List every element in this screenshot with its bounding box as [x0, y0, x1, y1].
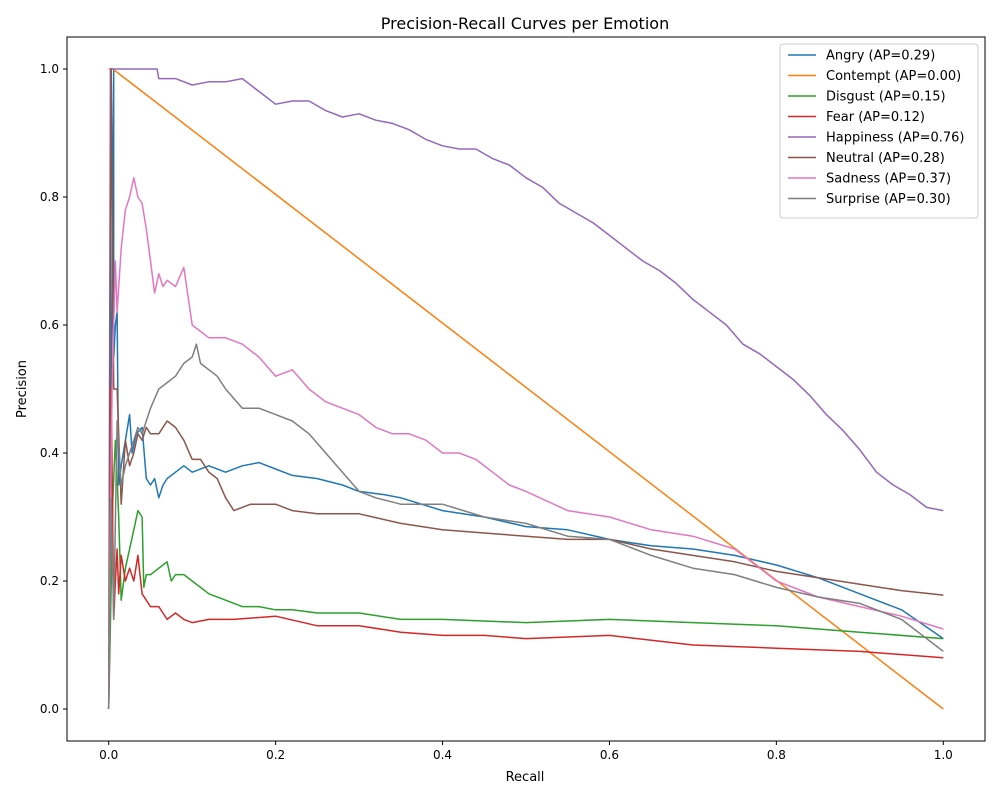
y-tick-label: 0.8: [40, 190, 59, 204]
x-axis-ticks: 0.0 0.2 0.4 0.6 0.8 1.0: [99, 741, 953, 762]
x-tick-label: 0.6: [600, 748, 619, 762]
plot-frame: [66, 36, 986, 742]
legend-entry: Neutral (AP=0.28): [826, 151, 945, 166]
plot-area: [107, 68, 944, 710]
y-tick-label: 1.0: [40, 62, 59, 76]
legend-box: [779, 43, 979, 219]
y-tick-label: 0.0: [40, 702, 59, 716]
y-tick-label: 0.4: [40, 446, 59, 460]
x-tick-label: 0.2: [266, 748, 285, 762]
chart-title: Precision-Recall Curves per Emotion: [381, 14, 669, 33]
y-tick-label: 0.2: [40, 574, 59, 588]
legend-entry: Happiness (AP=0.76): [826, 131, 965, 146]
legend-entry: Disgust (AP=0.15): [826, 90, 946, 105]
series-line-6: [107, 177, 944, 710]
x-tick-label: 1.0: [934, 748, 953, 762]
series-line-0: [107, 68, 944, 710]
legend-entry: Sadness (AP=0.37): [826, 172, 951, 187]
series-line-5: [107, 68, 944, 710]
x-tick-label: 0.8: [767, 748, 786, 762]
legend-entry: Fear (AP=0.12): [826, 110, 925, 125]
legend: Angry (AP=0.29) Contempt (AP=0.00) Disgust…: [779, 43, 979, 219]
series-line-2: [107, 439, 944, 710]
legend-entry: Contempt (AP=0.00): [826, 69, 961, 84]
y-axis-ticks: 0.0 0.2 0.4 0.6 0.8 1.0: [40, 62, 67, 716]
series-line-7: [107, 343, 944, 710]
legend-entry: Surprise (AP=0.30): [826, 192, 951, 207]
series-line-3: [107, 388, 944, 710]
x-axis-label: Recall: [506, 770, 545, 785]
legend-entry: Angry (AP=0.29): [826, 49, 935, 64]
x-tick-label: 0.0: [99, 748, 118, 762]
y-tick-label: 0.6: [40, 318, 59, 332]
x-tick-label: 0.4: [433, 748, 452, 762]
y-axis-label: Precision: [15, 360, 30, 418]
series-line-4: [107, 68, 944, 710]
